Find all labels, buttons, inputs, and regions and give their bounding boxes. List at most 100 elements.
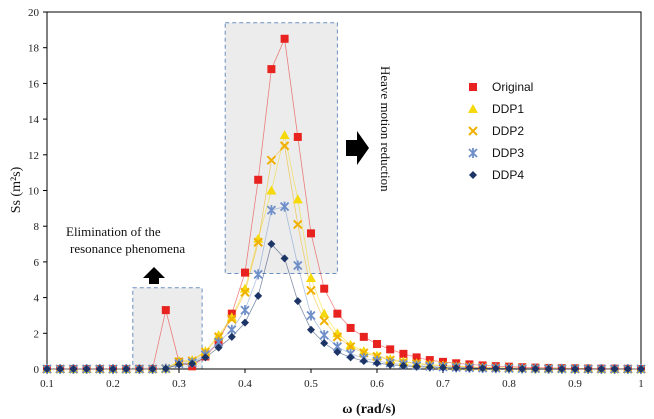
data-point: [266, 205, 277, 216]
data-point: [148, 365, 157, 373]
up-arrow-icon: [143, 267, 165, 284]
data-point: [425, 363, 434, 372]
x-tick-label: 1: [638, 378, 644, 390]
x-axis-title: ω (rad/s): [342, 402, 396, 417]
data-point: [478, 364, 487, 373]
data-point: [358, 346, 369, 356]
y-tick-label: 6: [34, 257, 40, 269]
data-point: [241, 268, 249, 277]
legend-marker: [468, 104, 478, 113]
data-point: [439, 363, 447, 372]
data-point: [452, 363, 461, 372]
legend-label: Original: [492, 80, 533, 94]
data-point: [320, 339, 329, 348]
data-point: [201, 353, 210, 362]
legend-item-ddp2: DDP2: [468, 124, 524, 138]
data-point: [226, 312, 237, 322]
data-point: [345, 341, 356, 352]
y-tick-label: 10: [28, 186, 40, 198]
legend-label: DDP1: [492, 102, 524, 116]
data-point: [307, 229, 315, 238]
data-point: [346, 323, 355, 332]
legend: Original DDP1 DDP2 DDP3 DDP4: [468, 80, 533, 182]
x-tick-label: 0.4: [238, 378, 252, 390]
heave-annotation: Heave motion reduction: [378, 66, 393, 192]
data-point: [95, 365, 104, 373]
data-point: [267, 240, 276, 249]
data-point: [188, 359, 197, 368]
axes: [43, 11, 642, 373]
series-ddp4: [47, 243, 641, 370]
data-point: [82, 365, 91, 373]
x-tick-label: 0.8: [502, 378, 516, 390]
data-point: [267, 65, 276, 74]
data-point: [359, 356, 368, 365]
data-point: [253, 237, 263, 247]
x-tick-label: 0.1: [40, 378, 54, 390]
data-point: [122, 365, 131, 373]
data-point: [279, 141, 290, 151]
data-point: [279, 130, 290, 140]
data-point: [359, 332, 368, 341]
data-point: [279, 201, 290, 212]
data-point: [266, 155, 277, 165]
legend-marker: [469, 83, 477, 91]
data-point: [240, 287, 250, 297]
markers-ddp4: [43, 240, 645, 373]
data-point: [241, 318, 249, 327]
data-point: [135, 365, 144, 373]
data-point: [333, 348, 342, 357]
legend-item-ddp4: DDP4: [469, 168, 524, 182]
data-point: [306, 310, 316, 321]
data-point: [69, 365, 78, 373]
data-point: [531, 364, 540, 373]
data-point: [557, 365, 566, 373]
data-point: [386, 360, 395, 369]
legend-label: DDP2: [492, 124, 524, 138]
annotations: Elimination of the resonance phenomena H…: [66, 66, 393, 284]
data-point: [240, 305, 250, 316]
data-point: [319, 330, 329, 341]
data-point: [293, 132, 302, 141]
y-axis-title: Ss (m²s): [9, 166, 24, 213]
legend-marker: [468, 148, 478, 158]
data-point: [319, 308, 330, 318]
legend-marker: [469, 171, 477, 179]
data-point: [505, 364, 513, 373]
data-point: [637, 365, 645, 373]
legend-marker: [468, 126, 478, 136]
data-point: [320, 284, 329, 293]
x-tick-label: 0.2: [106, 378, 120, 390]
series-line: [47, 243, 641, 370]
y-tick-label: 0: [34, 364, 40, 376]
y-tick-label: 20: [28, 7, 40, 19]
data-point: [345, 339, 356, 349]
data-point: [213, 330, 224, 340]
data-point: [161, 364, 170, 373]
data-point: [412, 362, 421, 371]
data-point: [254, 291, 263, 300]
data-point: [610, 365, 619, 373]
data-point: [227, 314, 237, 324]
data-point: [292, 194, 303, 204]
data-point: [254, 175, 263, 184]
data-point: [399, 349, 408, 358]
legend-item-ddp3: DDP3: [468, 146, 524, 160]
resonance-annotation-line1: Elimination of the: [66, 224, 161, 239]
data-point: [266, 185, 277, 195]
data-point: [386, 345, 395, 354]
legend-item-original: Original: [469, 80, 533, 94]
data-series: [42, 34, 646, 374]
legend-label: DDP3: [492, 146, 524, 160]
data-point: [412, 353, 421, 362]
resonance-highlight-box: [132, 287, 203, 370]
data-point: [319, 316, 329, 326]
data-point: [214, 343, 223, 352]
data-point: [544, 365, 553, 373]
x-tick-label: 0.6: [370, 378, 384, 390]
y-tick-label: 4: [34, 293, 40, 305]
data-point: [306, 272, 316, 282]
legend-label: DDP4: [492, 168, 524, 182]
y-tick-label: 2: [34, 328, 40, 340]
